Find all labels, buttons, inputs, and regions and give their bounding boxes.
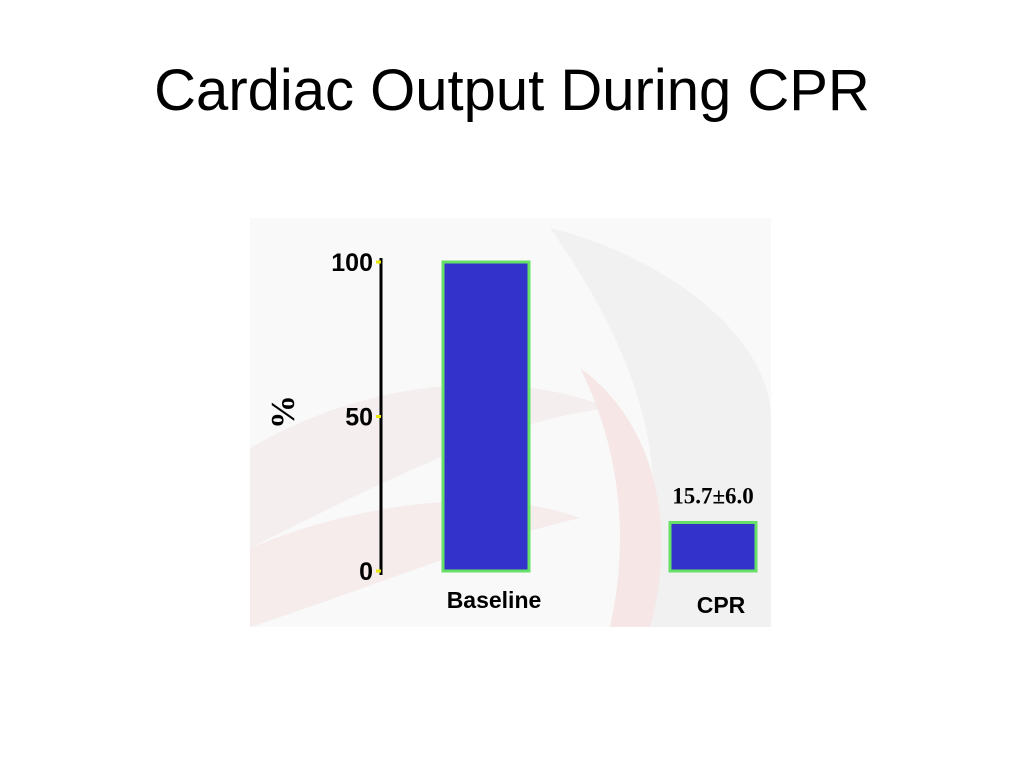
y-tick-label: 100	[331, 249, 373, 277]
bar-cpr	[668, 520, 758, 573]
bar-baseline	[441, 260, 531, 573]
y-axis-label: %	[265, 395, 302, 429]
category-labels: Baseline CPR 15.7±6.0	[447, 483, 754, 618]
chart-container: 0 50 100 Baseline CPR 15.7±6.0 %	[250, 218, 771, 627]
bars	[441, 260, 758, 573]
bar-chart: 0 50 100 Baseline CPR 15.7±6.0 %	[250, 218, 771, 627]
category-label: CPR	[697, 592, 746, 618]
slide-title: Cardiac Output During CPR	[154, 58, 870, 123]
y-tick-label: 0	[359, 558, 373, 586]
data-label: 15.7±6.0	[672, 483, 754, 508]
y-axis: 0 50 100	[331, 249, 383, 586]
category-label: Baseline	[447, 587, 542, 613]
y-tick-label: 50	[345, 404, 373, 432]
